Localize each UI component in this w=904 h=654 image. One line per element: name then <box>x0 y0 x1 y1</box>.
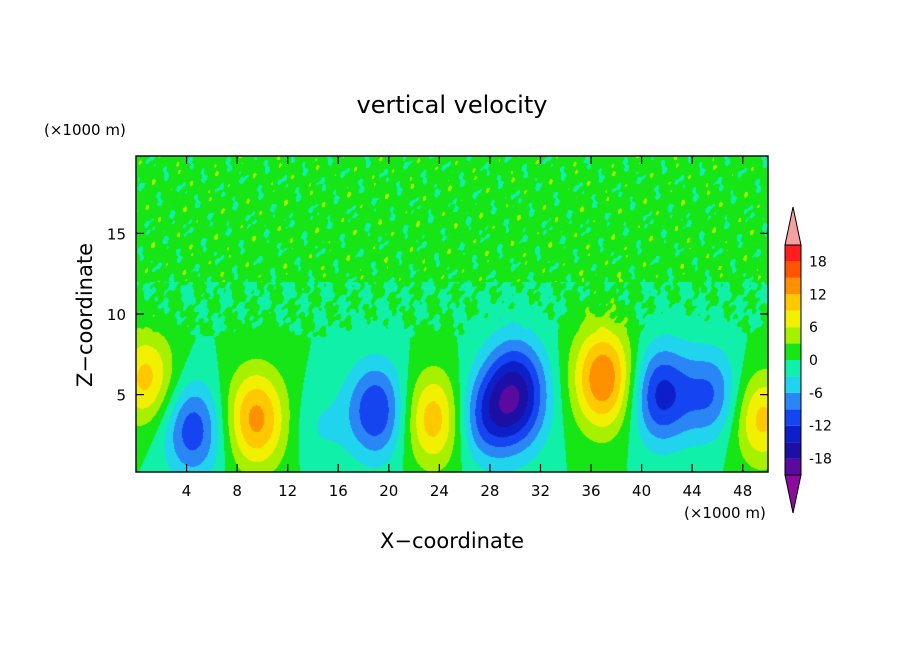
colorbar-tick-label: 18 <box>809 254 827 270</box>
colorbar-swatch <box>785 392 801 410</box>
chart-title: vertical velocity <box>357 91 548 119</box>
x-tick-label: 28 <box>480 482 499 500</box>
colorbar-swatch <box>785 277 801 295</box>
y-tick-label: 5 <box>116 387 126 405</box>
x-tick-label: 24 <box>430 482 449 500</box>
colorbar-swatch <box>785 425 801 443</box>
x-tick-label: 32 <box>531 482 550 500</box>
colorbar: 18 12 6 0 -6 -12 -18 <box>784 206 832 514</box>
colorbar-swatch <box>785 310 801 328</box>
colorbar-frame <box>784 244 802 476</box>
colorbar-swatch <box>785 442 801 459</box>
x-tick-label: 8 <box>232 482 242 500</box>
x-unit-label: (×1000 m) <box>684 504 766 522</box>
x-tick-label: 48 <box>733 482 752 500</box>
colorbar-swatch <box>785 343 801 360</box>
colorbar-swatch <box>785 360 801 377</box>
colorbar-tick-label: 6 <box>809 320 818 336</box>
x-tick-label: 36 <box>581 482 600 500</box>
colorbar-tick-label: 0 <box>809 353 818 369</box>
x-tick-label: 44 <box>683 482 702 500</box>
colorbar-tick-label: -18 <box>809 452 832 468</box>
colorbar-tick-label: -6 <box>809 386 823 402</box>
y-axis-ticks: 5 10 15 <box>107 225 768 405</box>
x-tick-label: 16 <box>329 482 348 500</box>
y-tick-label: 10 <box>107 306 126 324</box>
x-axis-ticks: 4 8 12 16 20 24 28 32 36 40 44 48 <box>182 156 752 500</box>
colorbar-tick-label: 12 <box>809 287 827 303</box>
x-tick-label: 12 <box>278 482 297 500</box>
colorbar-swatch <box>785 245 801 262</box>
y-tick-label: 15 <box>107 225 126 243</box>
colorbar-swatch <box>785 261 801 278</box>
x-axis-label: X−coordinate <box>380 529 524 553</box>
colorbar-tick-label: -12 <box>809 419 832 435</box>
colorbar-over-arrow <box>784 206 802 246</box>
colorbar-swatch <box>785 294 801 311</box>
x-tick-label: 40 <box>632 482 651 500</box>
colorbar-swatch <box>785 327 801 344</box>
y-unit-label: (×1000 m) <box>44 121 126 139</box>
colorbar-swatch <box>785 458 801 475</box>
colorbar-under-arrow <box>784 474 802 514</box>
x-tick-label: 4 <box>182 482 192 500</box>
colorbar-swatch <box>785 376 801 393</box>
colorbar-swatch <box>785 409 801 426</box>
contour-field <box>136 156 768 472</box>
y-axis-label: Z−coordinate <box>73 243 97 387</box>
plot-area <box>135 155 769 473</box>
x-tick-label: 20 <box>379 482 398 500</box>
